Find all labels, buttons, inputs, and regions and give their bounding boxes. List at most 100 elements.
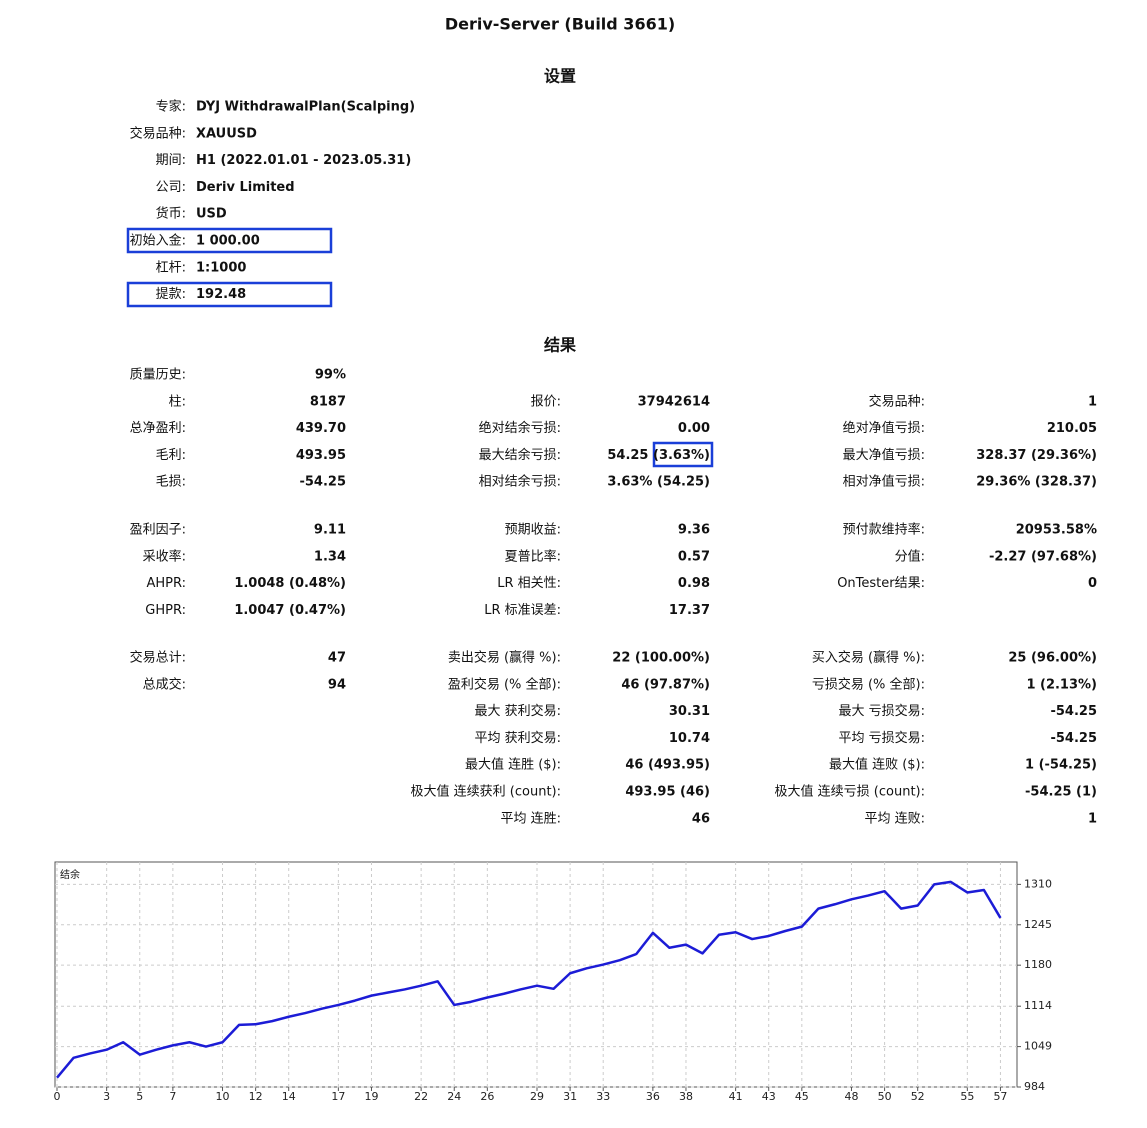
result-value: 328.37 (29.36%) [976, 448, 1097, 463]
setting-value: 1 000.00 [196, 234, 260, 249]
y-tick-label: 984 [1024, 1080, 1045, 1093]
balance-line [56, 880, 1002, 1079]
result-label: 盈利交易 (% 全部): [448, 676, 561, 692]
x-tick-label: 19 [364, 1090, 378, 1103]
result-value: 47 [328, 651, 346, 666]
result-value: -2.27 (97.68%) [989, 549, 1097, 564]
setting-value: Deriv Limited [196, 180, 295, 195]
result-label: 绝对结余亏损: [479, 420, 561, 436]
setting-value: XAUUSD [196, 126, 257, 141]
x-tick-label: 38 [679, 1090, 693, 1103]
x-tick-label: 12 [249, 1090, 263, 1103]
setting-value: 1:1000 [196, 260, 246, 275]
result-value: 94 [328, 677, 346, 692]
y-tick-label: 1049 [1024, 1040, 1052, 1053]
y-tick-label: 1114 [1024, 999, 1052, 1012]
result-value: 3.63% (54.25) [607, 475, 710, 490]
result-label: 采收率: [143, 548, 186, 564]
result-label: 质量历史: [130, 368, 186, 383]
result-value: 25 (96.00%) [1008, 651, 1097, 666]
result-label: 最大净值亏损: [843, 447, 925, 463]
setting-label: 提款: [156, 286, 186, 302]
setting-value: USD [196, 207, 227, 222]
result-label: 最大 获利交易: [474, 703, 561, 719]
result-label: 交易品种: [869, 393, 925, 409]
result-value: 1 [1088, 811, 1097, 826]
result-value: -54.25 [1050, 704, 1097, 719]
y-tick-label: 1180 [1024, 958, 1052, 971]
setting-label: 初始入金: [130, 233, 186, 249]
result-value: 0.98 [678, 576, 710, 591]
setting-label: 公司: [156, 180, 186, 195]
result-value: 0.00 [678, 421, 710, 436]
result-label: 柱: [169, 394, 186, 409]
result-value: 493.95 (46) [625, 785, 710, 800]
x-tick-label: 10 [216, 1090, 230, 1103]
result-value: -54.25 [299, 475, 346, 490]
result-value: 37942614 [638, 394, 710, 409]
x-tick-label: 48 [844, 1090, 858, 1103]
result-value: -54.25 (1) [1025, 785, 1097, 800]
x-tick-label: 24 [447, 1090, 461, 1103]
result-value: 0 [1088, 576, 1097, 591]
result-label: 预付款维持率: [843, 522, 925, 538]
result-label: 相对结余亏损: [479, 474, 561, 490]
result-value: 46 (97.87%) [621, 677, 710, 692]
result-value: 8187 [310, 394, 346, 409]
result-value: 20953.58% [1016, 523, 1097, 538]
x-tick-label: 5 [136, 1090, 143, 1103]
highlight-box [126, 281, 333, 308]
section-heading: 结果 [543, 336, 576, 355]
result-label: 夏普比率: [505, 548, 561, 564]
result-value: 1 (2.13%) [1026, 677, 1097, 692]
x-tick-label: 41 [729, 1090, 743, 1103]
section-heading: 设置 [544, 67, 576, 86]
x-tick-label: 29 [530, 1090, 544, 1103]
result-label: 亏损交易 (% 全部): [812, 676, 925, 692]
setting-label: 杠杆: [156, 259, 186, 275]
result-value: 1 (-54.25) [1025, 758, 1097, 773]
x-tick-label: 26 [480, 1090, 494, 1103]
x-tick-label: 55 [960, 1090, 974, 1103]
result-value: 46 [692, 811, 710, 826]
result-value: -54.25 [1050, 731, 1097, 746]
setting-label: 期间: [156, 153, 186, 168]
result-label: 分值: [895, 548, 925, 564]
result-label: 极大值 连续获利 (count): [411, 784, 561, 800]
result-value: 439.70 [296, 421, 346, 436]
result-label: AHPR: [146, 576, 186, 591]
result-value: 99% [315, 368, 346, 383]
result-label: 最大 亏损交易: [838, 703, 925, 719]
y-tick-label: 1310 [1024, 877, 1052, 890]
highlight-box [126, 227, 333, 254]
x-tick-label: 57 [993, 1090, 1007, 1103]
result-value: 1 [1088, 394, 1097, 409]
result-label: 极大值 连续亏损 (count): [775, 784, 925, 800]
result-label: 卖出交易 (赢得 %): [448, 650, 561, 666]
y-tick-label: 1245 [1024, 918, 1052, 931]
result-value: 22 (100.00%) [612, 651, 710, 666]
result-value: 493.95 [296, 448, 346, 463]
result-label: LR 相关性: [497, 576, 561, 591]
result-label: 毛损: [156, 475, 186, 490]
result-label: 买入交易 (赢得 %): [812, 650, 925, 666]
result-value: 210.05 [1047, 421, 1097, 436]
result-value: 0.57 [678, 549, 710, 564]
result-label: 毛利: [156, 448, 186, 463]
setting-value: 192.48 [196, 287, 246, 302]
result-label: 绝对净值亏损: [843, 420, 925, 436]
x-tick-label: 22 [414, 1090, 428, 1103]
setting-label: 专家: [156, 99, 186, 115]
result-label: 平均 亏损交易: [838, 730, 925, 746]
result-label: LR 标准误差: [484, 603, 561, 618]
result-label: 最大值 连败 ($): [829, 757, 925, 773]
x-tick-label: 17 [331, 1090, 345, 1103]
result-label: 最大值 连胜 ($): [465, 757, 561, 773]
result-value: 10.74 [669, 731, 710, 746]
result-label: 预期收益: [505, 523, 561, 538]
result-value: 54.25 (3.63%) [607, 448, 710, 463]
result-label: 最大结余亏损: [479, 447, 561, 463]
result-value: 17.37 [669, 603, 710, 618]
